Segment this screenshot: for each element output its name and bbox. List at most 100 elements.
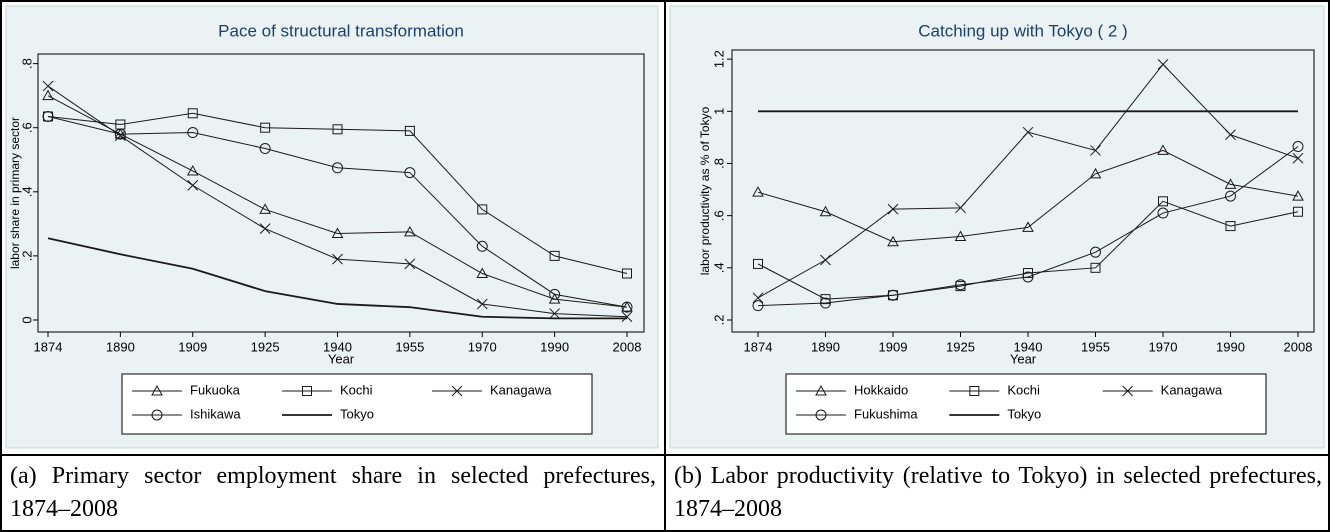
marker [887, 203, 899, 215]
marker [549, 288, 561, 300]
legend-label: Ishikawa [190, 406, 241, 421]
legend-label: Hokkaido [854, 382, 908, 397]
x-tick-label: 1990 [540, 339, 569, 354]
marker [187, 108, 198, 119]
legend-marker [151, 384, 163, 396]
marker [1022, 271, 1034, 283]
x-tick-label: 1909 [879, 339, 908, 354]
x-axis-label: Year [328, 351, 355, 366]
x-tick-label: 1940 [323, 339, 352, 354]
marker [187, 180, 199, 191]
x-tick-label: 1909 [178, 339, 207, 354]
x-tick-label: 1970 [468, 339, 497, 354]
marker [1225, 190, 1236, 202]
marker [115, 130, 126, 142]
marker [1292, 190, 1304, 201]
marker [820, 297, 831, 309]
x-tick-label: 1925 [251, 339, 280, 354]
caption: (a) Primary sector employment share in s… [2, 454, 664, 530]
legend-label: Tokyo [1007, 406, 1041, 421]
chart-title: Catching up with Tokyo ( 2 ) [918, 21, 1127, 40]
marker [1293, 206, 1303, 217]
series-line [47, 95, 628, 308]
marker [476, 267, 489, 279]
x-tick-label: 1925 [946, 339, 975, 354]
marker [1090, 262, 1101, 273]
marker [1224, 178, 1237, 189]
legend-label: Kanagawa [1161, 382, 1223, 397]
series-line [757, 200, 1299, 300]
marker [1157, 144, 1169, 155]
y-axis-label: labor productivity as % of Tokyo [698, 106, 712, 275]
marker [752, 186, 764, 197]
marker [404, 125, 415, 136]
chart-cell: Catching up with Tokyo ( 2 ) labor produc… [666, 2, 1328, 452]
marker [187, 127, 199, 139]
y-tick-label: 1 [711, 108, 726, 115]
legend-label: Kochi [340, 382, 373, 397]
marker [1022, 221, 1034, 232]
x-tick-label: 1990 [1216, 339, 1245, 354]
y-tick-label: .6 [19, 122, 34, 133]
legend-marker [302, 386, 312, 396]
x-tick-label: 2008 [1284, 339, 1313, 354]
legend-box [785, 373, 1267, 435]
x-tick-label: 1874 [744, 339, 773, 354]
series-line [47, 112, 628, 275]
x-tick-label: 1955 [395, 339, 424, 354]
marker [332, 253, 343, 265]
y-axis-label: labor share in primary sector [8, 117, 22, 269]
x-tick-label: 1955 [1081, 339, 1110, 354]
y-tick-label: .2 [19, 250, 34, 261]
y-tick-label: 1.2 [711, 50, 726, 68]
legend-marker [969, 386, 980, 396]
y-tick-label: .2 [711, 315, 726, 326]
divider [664, 2, 666, 530]
x-tick-label: 1890 [811, 339, 840, 354]
marker [477, 204, 488, 215]
legend-label: Fukushima [854, 406, 918, 421]
marker [1022, 126, 1034, 138]
marker [1090, 246, 1101, 258]
marker [621, 311, 633, 323]
x-tick-label: 1970 [1149, 339, 1178, 354]
chart: Pace of structural transformation labor s… [5, 5, 659, 449]
marker [332, 162, 343, 174]
marker [819, 205, 832, 217]
marker [753, 258, 763, 269]
marker [1225, 129, 1236, 141]
legend-marker [451, 385, 463, 397]
marker [331, 227, 344, 238]
marker [1157, 58, 1169, 70]
plot-area [731, 49, 1315, 333]
legend-label: Fukuoka [190, 382, 241, 397]
marker [954, 230, 967, 242]
legend-marker [1122, 385, 1134, 397]
plot-area [37, 53, 645, 333]
legend-box [121, 373, 593, 435]
y-tick-label: .8 [711, 158, 726, 169]
marker [1225, 221, 1236, 232]
y-tick-label: 0 [19, 316, 34, 323]
marker [259, 223, 271, 235]
marker [114, 128, 126, 140]
marker [1292, 152, 1304, 164]
marker [42, 110, 54, 122]
marker [476, 298, 488, 310]
chart: Catching up with Tokyo ( 2 ) labor produc… [669, 5, 1325, 449]
marker [259, 203, 271, 214]
series-line [757, 146, 1299, 307]
y-tick-label: .6 [711, 210, 726, 221]
marker [887, 235, 899, 247]
legend-label: Tokyo [340, 406, 374, 421]
marker [476, 240, 488, 252]
marker [1089, 167, 1102, 179]
marker [621, 301, 633, 313]
marker [1023, 268, 1033, 279]
marker [186, 164, 199, 176]
legend-marker [815, 409, 827, 421]
legend-marker [815, 384, 827, 396]
marker [955, 279, 966, 291]
legend-label: Kanagawa [490, 382, 552, 397]
